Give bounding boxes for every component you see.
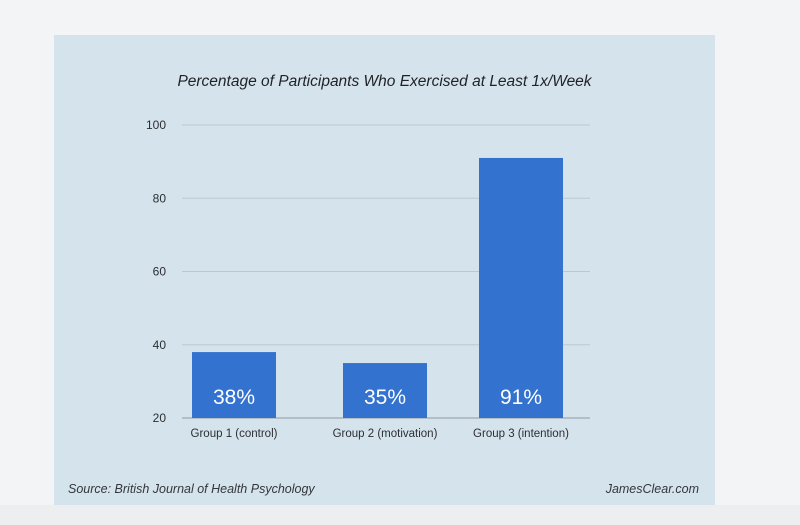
x-tick-label: Group 2 (motivation) bbox=[333, 428, 438, 440]
bar bbox=[192, 352, 276, 418]
y-tick-label: 20 bbox=[153, 411, 167, 425]
bar bbox=[343, 363, 427, 418]
bar-chart: 20 40 60 80 100 38% Group 1 (control) 35% Group … bbox=[146, 118, 590, 440]
data-label: 35% bbox=[364, 386, 406, 409]
y-tick-label: 40 bbox=[153, 338, 167, 352]
data-label: 38% bbox=[213, 386, 255, 409]
bottom-strip bbox=[0, 505, 800, 525]
data-label: 91% bbox=[500, 386, 542, 409]
x-tick-label: Group 3 (intention) bbox=[473, 428, 569, 440]
y-tick-label: 60 bbox=[153, 265, 167, 279]
chart-panel: Percentage of Participants Who Exercised… bbox=[54, 35, 715, 505]
y-tick-label: 100 bbox=[146, 118, 166, 132]
x-tick-label: Group 1 (control) bbox=[191, 428, 278, 440]
bar bbox=[479, 157, 563, 418]
y-tick-label: 80 bbox=[153, 191, 167, 205]
site-credit: JamesClear.com bbox=[605, 482, 699, 496]
source-caption: Source: British Journal of Health Psycho… bbox=[68, 482, 315, 496]
chart-title: Percentage of Participants Who Exercised… bbox=[177, 73, 592, 90]
